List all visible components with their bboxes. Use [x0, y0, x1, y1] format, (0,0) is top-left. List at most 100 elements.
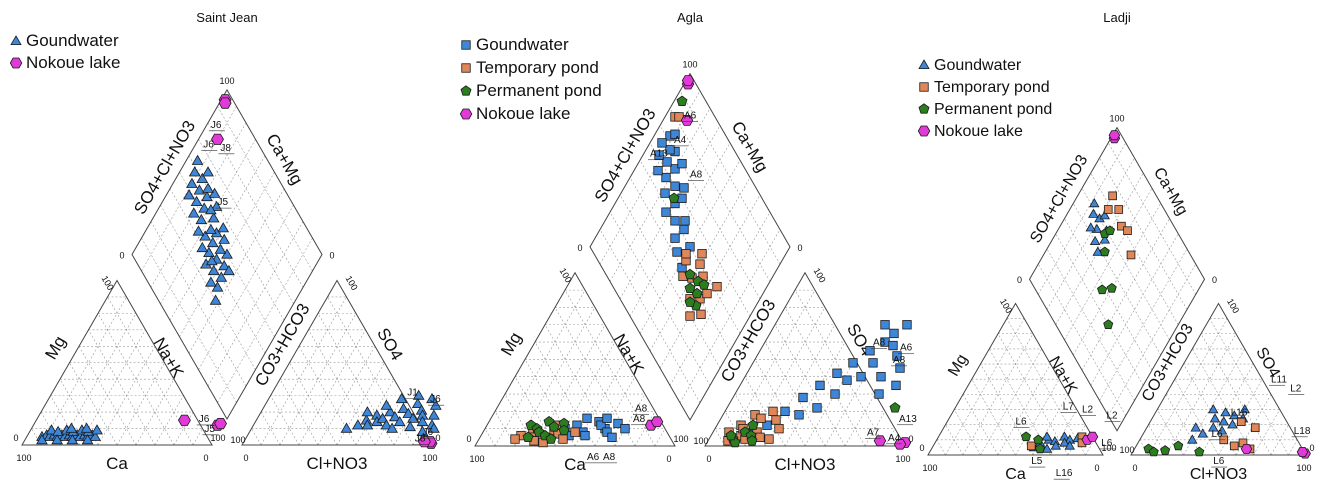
data-point-anion	[1236, 417, 1246, 426]
data-point-anion	[874, 389, 884, 399]
data-point-diamond	[680, 115, 694, 126]
data-point-cation	[80, 422, 93, 433]
data-point-cation	[1050, 440, 1061, 450]
tick-label: 100	[673, 434, 688, 444]
series-temporary_pond	[1026, 191, 1260, 454]
legend-marker	[917, 125, 931, 137]
anion-triangle-gridline	[270, 395, 300, 446]
data-point-anion	[856, 372, 866, 382]
data-point-anion	[395, 392, 408, 404]
data-point-cation	[607, 432, 617, 442]
sample-annotation: J6	[203, 140, 214, 151]
data-point-anion	[1229, 410, 1240, 420]
data-point-diamond	[191, 154, 204, 165]
cation-triangle-gridline	[980, 348, 1043, 456]
data-point-diamond	[684, 268, 696, 280]
data-point-diamond	[218, 259, 230, 271]
sample-annotation: A8	[603, 452, 616, 463]
diamond-gridline	[609, 108, 711, 282]
axis-label-mg: Mg	[497, 329, 525, 359]
tick-label: 0	[706, 454, 711, 464]
data-point-anion	[402, 407, 415, 418]
legend-marker	[9, 57, 23, 69]
diamond-gridline	[1037, 263, 1127, 416]
data-point-diamond	[205, 203, 217, 215]
diamond-gridline	[1081, 188, 1170, 340]
data-point-diamond	[657, 138, 667, 148]
data-point-anion	[426, 392, 438, 404]
data-point-anion	[380, 419, 393, 430]
legend-label: Permanent pond	[934, 101, 1052, 118]
tick-label: 100	[219, 76, 234, 86]
anion-triangle-gridline	[844, 393, 876, 447]
data-point-diamond	[670, 216, 680, 226]
data-point-diamond	[207, 264, 220, 276]
anion-triangle-gridline	[724, 289, 816, 447]
sample-annotation: A13	[899, 414, 917, 425]
legend-marker	[461, 63, 471, 73]
diamond-gridline	[1037, 142, 1127, 295]
data-point-diamond	[696, 309, 706, 320]
tick-label: 100	[682, 60, 697, 70]
diamond-gridline	[1064, 218, 1153, 371]
cation-triangle-gridline	[634, 411, 656, 447]
data-point-anion	[756, 413, 766, 423]
axis-label-cl-no3: Cl+NO3	[775, 455, 836, 474]
tick-label: 100	[344, 274, 360, 292]
data-point-diamond	[1103, 205, 1113, 214]
data-point-diamond	[201, 190, 213, 202]
anion-triangle-gridline	[317, 346, 376, 446]
cation-triangle-gridline	[154, 395, 184, 446]
data-point-diamond	[207, 212, 220, 223]
data-point-cation	[1059, 437, 1070, 447]
data-point-anion	[902, 320, 912, 330]
tick-label: 100	[1119, 445, 1134, 455]
data-point-diamond	[654, 150, 664, 160]
data-point-cation	[602, 427, 612, 437]
data-point-diamond	[679, 224, 689, 235]
legend-label: Permanent pond	[476, 81, 602, 100]
data-point-diamond	[1108, 130, 1121, 141]
data-point-cation	[214, 417, 227, 430]
tick-label: 0	[1017, 275, 1022, 285]
data-point-diamond	[195, 213, 208, 225]
data-point-cation	[1034, 443, 1046, 454]
data-point-anion	[812, 403, 822, 413]
data-point-anion	[1240, 443, 1253, 454]
sample-annotation: A8	[893, 355, 906, 366]
data-point-diamond	[712, 282, 722, 292]
series-nokoue_lake	[178, 94, 438, 449]
diamond-gridline	[659, 125, 761, 299]
data-point-diamond	[199, 230, 211, 241]
data-point-diamond	[218, 97, 232, 109]
data-point-diamond	[1099, 246, 1110, 257]
data-point-anion	[1148, 446, 1159, 457]
sample-annotation: L6	[1213, 456, 1225, 467]
cation-triangle-gridline	[594, 376, 636, 447]
data-point-cation	[1041, 431, 1053, 441]
sample-annotation: A8	[690, 170, 703, 181]
data-point-diamond	[1088, 208, 1099, 218]
data-point-anion	[1208, 422, 1219, 432]
cation-triangle-gridline	[78, 346, 137, 446]
data-point-diamond	[202, 182, 214, 193]
data-point-anion	[873, 435, 887, 447]
data-point-anion	[1218, 416, 1229, 426]
data-point-cation	[1033, 434, 1044, 445]
tick-label: 100	[469, 454, 484, 464]
anion-triangle-gridline	[754, 359, 806, 447]
sample-annotation: A8	[633, 414, 646, 425]
sample-annotation: L16	[1231, 408, 1248, 419]
data-point-anion	[1220, 407, 1231, 417]
axis-label-mg: Mg	[41, 333, 69, 363]
anion-triangle-gridline	[764, 324, 836, 447]
cation-triangle-frame	[474, 271, 676, 447]
data-point-anion	[1239, 404, 1250, 414]
data-point-diamond	[205, 276, 217, 287]
data-point-cation	[558, 424, 570, 436]
data-point-diamond	[1103, 319, 1114, 330]
tick-label: 100	[230, 435, 245, 445]
data-point-diamond	[214, 243, 227, 254]
data-point-anion	[774, 424, 784, 434]
diamond-gridline	[1072, 203, 1162, 356]
